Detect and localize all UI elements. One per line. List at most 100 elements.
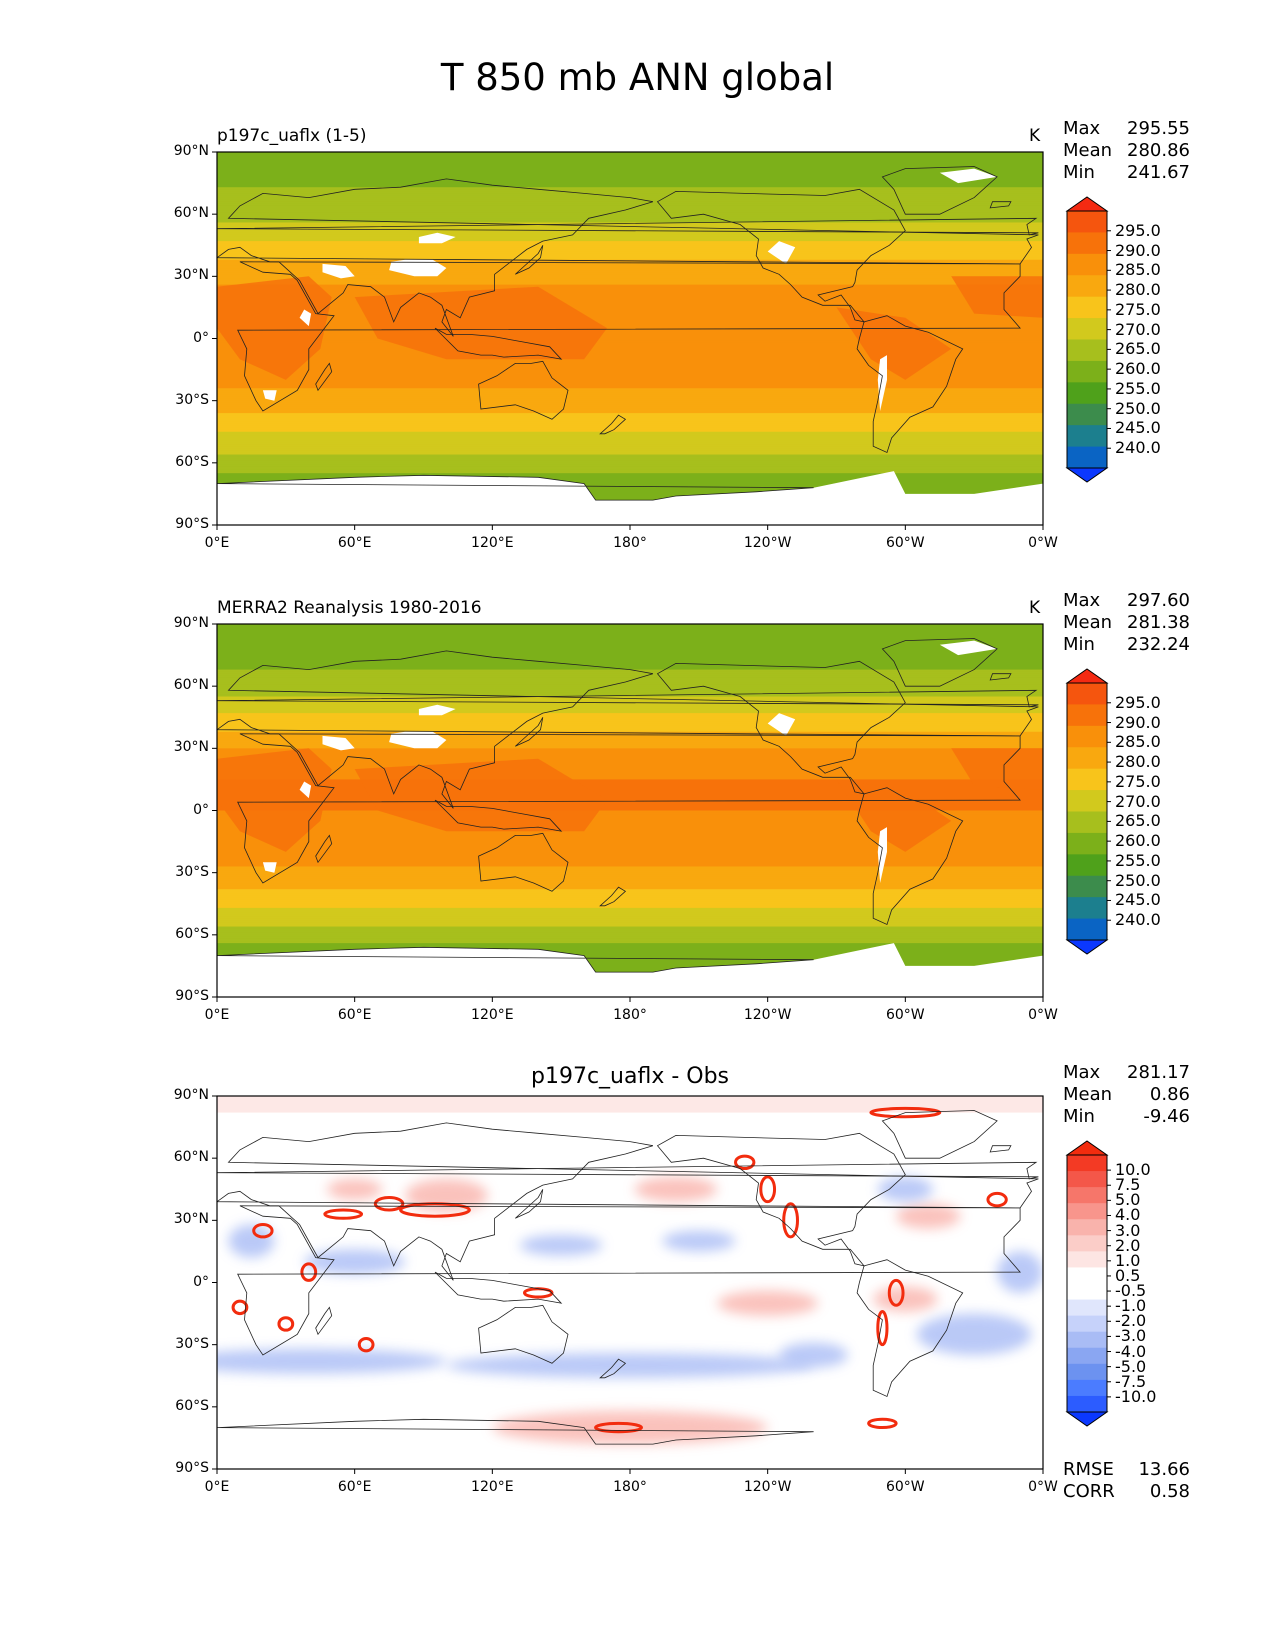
lat-tick-label: 30°S bbox=[175, 863, 209, 880]
colorbar-segment bbox=[1067, 275, 1107, 298]
coastline-australia bbox=[478, 832, 569, 892]
lat-tick-label: 90°N bbox=[173, 143, 209, 159]
coastline-newZealand bbox=[599, 886, 627, 907]
colorbar-label: 240.0 bbox=[1115, 438, 1161, 458]
coastline-madagascar bbox=[315, 362, 333, 392]
colorbar-label: 4.0 bbox=[1115, 1205, 1141, 1225]
lon-tick-label: 0°W bbox=[1028, 1007, 1058, 1023]
colorbar-segment bbox=[1067, 1267, 1107, 1284]
colorbar-ref bbox=[1065, 668, 1111, 955]
lat-tick-label: 30°S bbox=[175, 1335, 209, 1352]
lat-tick-label: 60°N bbox=[173, 677, 209, 694]
stat-label-mean: Mean bbox=[1063, 612, 1113, 633]
anomaly-spot bbox=[277, 1316, 295, 1332]
stat-value-max: 295.55 bbox=[1127, 118, 1190, 139]
coastline-japan bbox=[515, 717, 544, 747]
lon-tick-label: 120°E bbox=[471, 1479, 514, 1495]
coastline-northAmerica bbox=[656, 188, 906, 323]
anomaly-spot bbox=[782, 1202, 799, 1239]
stat-value-mean: 281.38 bbox=[1127, 612, 1190, 633]
colorbar-segment bbox=[1067, 382, 1107, 405]
lat-tick-label: 0° bbox=[193, 801, 209, 818]
colorbar-extend-min bbox=[1065, 467, 1109, 483]
coastline-iceland bbox=[989, 201, 1012, 209]
coastline-japan bbox=[515, 1189, 544, 1219]
colorbar-test bbox=[1065, 196, 1111, 483]
stat-value-min: -9.46 bbox=[1143, 1106, 1190, 1127]
colorbar-label: 1.0 bbox=[1115, 1250, 1141, 1270]
coastline-greenland bbox=[881, 638, 998, 687]
map-ref bbox=[217, 624, 1043, 997]
lon-tick-label: 60°W bbox=[885, 1007, 925, 1023]
lat-tick-label: 90°S bbox=[175, 988, 209, 1004]
colorbar-segment bbox=[1067, 296, 1107, 319]
colorbar-segment bbox=[1067, 1315, 1107, 1333]
map-frame bbox=[216, 1095, 1044, 1470]
anomaly-spot bbox=[373, 1196, 405, 1212]
colorbar-segment bbox=[1067, 683, 1107, 705]
rmse-label: RMSE bbox=[1063, 1459, 1114, 1480]
anomaly-spot bbox=[231, 1299, 249, 1316]
coastline-madagascar bbox=[315, 1306, 333, 1336]
colorbar-segment bbox=[1067, 897, 1107, 920]
colorbar-segment bbox=[1067, 1331, 1107, 1349]
coastline-southAmerica bbox=[856, 1259, 964, 1398]
coastline-southAmerica bbox=[856, 315, 964, 454]
colorbar-label: 275.0 bbox=[1115, 299, 1161, 319]
coastline-antarctica bbox=[217, 474, 814, 501]
colorbar-label: 2.0 bbox=[1115, 1235, 1141, 1255]
lat-tick-label: 60°S bbox=[175, 1397, 209, 1414]
stat-label-max: Max bbox=[1063, 118, 1101, 139]
colorbar-label: 295.0 bbox=[1115, 220, 1161, 240]
colorbar-label: 0.5 bbox=[1115, 1265, 1141, 1285]
colorbar-label: -3.0 bbox=[1115, 1326, 1147, 1346]
lon-tick-label: 0°E bbox=[204, 1007, 230, 1023]
lon-tick-label: 120°W bbox=[743, 535, 792, 551]
colorbar-segment bbox=[1067, 1395, 1107, 1413]
anomaly-spot bbox=[522, 1287, 554, 1299]
colorbar-label: -0.5 bbox=[1115, 1281, 1147, 1301]
anomaly-spot bbox=[252, 1222, 274, 1239]
anomaly-spot bbox=[594, 1421, 643, 1434]
lon-tick-label: 60°E bbox=[337, 1479, 372, 1495]
anomaly-spot bbox=[300, 1262, 318, 1282]
lon-tick-label: 0°W bbox=[1028, 1479, 1058, 1495]
colorbar-segment bbox=[1067, 725, 1107, 748]
stat-label-mean: Mean bbox=[1063, 1084, 1113, 1105]
colorbar-label: 265.0 bbox=[1115, 811, 1161, 831]
lat-tick-label: 60°N bbox=[173, 205, 209, 222]
coastline-africa bbox=[237, 1205, 1021, 1356]
lat-tick-label: 90°N bbox=[173, 1087, 209, 1103]
coastline-europeAsia bbox=[217, 178, 1039, 337]
coastline-northAmerica bbox=[656, 660, 906, 795]
stat-label-max: Max bbox=[1063, 1062, 1101, 1083]
coastline-africa bbox=[237, 733, 1021, 884]
colorbar-segment bbox=[1067, 360, 1107, 383]
lat-tick-label: 90°N bbox=[173, 615, 209, 631]
colorbar-segment bbox=[1067, 1299, 1107, 1317]
coastline-greenland bbox=[881, 1110, 998, 1159]
coastline-newZealand bbox=[599, 1358, 627, 1379]
anomaly-spot bbox=[876, 1310, 889, 1347]
coastline-australia bbox=[478, 360, 569, 420]
stat-label-mean: Mean bbox=[1063, 140, 1113, 161]
lon-tick-label: 0°E bbox=[204, 535, 230, 551]
colorbar-label: 290.0 bbox=[1115, 712, 1161, 732]
coastline-indonesia bbox=[434, 327, 563, 360]
colorbar-label: 7.5 bbox=[1115, 1175, 1141, 1195]
anomaly-spot bbox=[734, 1154, 756, 1171]
colorbar-segment bbox=[1067, 768, 1107, 791]
lon-tick-label: 120°E bbox=[471, 535, 514, 551]
panel-units: K bbox=[1029, 598, 1041, 618]
colorbar-segment bbox=[1067, 854, 1107, 877]
coastline-australia bbox=[478, 1304, 569, 1364]
stat-value-max: 281.17 bbox=[1127, 1062, 1190, 1083]
colorbar-label: 245.0 bbox=[1115, 418, 1161, 438]
map-frame bbox=[216, 151, 1044, 526]
lat-tick-label: 30°N bbox=[173, 267, 209, 284]
stat-value-mean: 0.86 bbox=[1149, 1084, 1190, 1105]
lat-tick-label: 90°S bbox=[175, 516, 209, 532]
lat-tick-label: 30°N bbox=[173, 739, 209, 756]
anomaly-spot bbox=[869, 1106, 942, 1119]
colorbar-label: 250.0 bbox=[1115, 398, 1161, 418]
